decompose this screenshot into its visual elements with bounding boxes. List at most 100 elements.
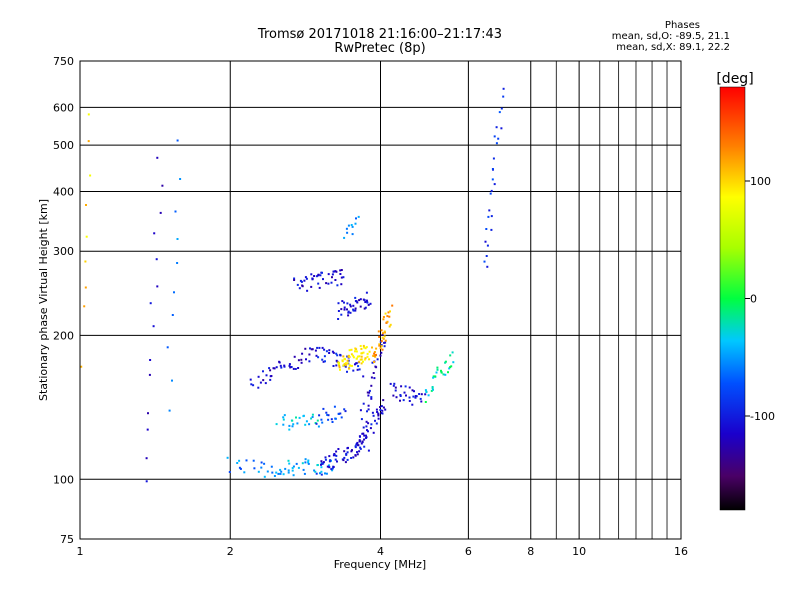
echo-point bbox=[287, 471, 290, 474]
echo-point bbox=[363, 434, 366, 437]
echo-point bbox=[325, 411, 328, 414]
echo-point bbox=[361, 352, 364, 355]
echo-point bbox=[440, 369, 442, 372]
echo-point bbox=[316, 464, 319, 467]
echo-point bbox=[317, 356, 320, 359]
echo-point bbox=[344, 365, 347, 368]
echo-point bbox=[323, 348, 326, 351]
echo-point bbox=[425, 390, 428, 393]
echo-point bbox=[320, 470, 323, 473]
echo-point bbox=[495, 126, 498, 129]
echo-point bbox=[366, 355, 369, 358]
echo-point bbox=[342, 355, 345, 358]
echo-point bbox=[370, 376, 373, 379]
echo-point bbox=[317, 273, 320, 276]
echo-point bbox=[360, 355, 363, 358]
echo-point bbox=[294, 368, 297, 370]
echo-point bbox=[382, 318, 385, 321]
echo-point bbox=[293, 277, 296, 280]
echo-point bbox=[380, 329, 383, 332]
x-tick-label: 8 bbox=[527, 545, 534, 558]
echo-point bbox=[257, 470, 260, 473]
echo-point bbox=[354, 222, 357, 225]
echo-point bbox=[383, 330, 386, 333]
echo-point bbox=[238, 459, 241, 462]
echo-point bbox=[315, 472, 318, 475]
echo-point bbox=[431, 386, 434, 388]
echo-point bbox=[278, 360, 281, 363]
echo-point bbox=[159, 211, 162, 214]
echo-point bbox=[311, 348, 314, 351]
echo-point bbox=[483, 260, 486, 263]
echo-point bbox=[307, 462, 310, 465]
y-tick-label: 750 bbox=[53, 55, 74, 68]
echo-point bbox=[277, 472, 280, 475]
echo-point bbox=[293, 355, 296, 358]
echo-point bbox=[381, 409, 384, 412]
echo-point bbox=[381, 412, 384, 415]
echo-point bbox=[357, 215, 360, 218]
echo-point bbox=[485, 228, 488, 230]
echo-point bbox=[335, 352, 338, 355]
echo-point bbox=[435, 371, 438, 374]
echo-point bbox=[434, 375, 437, 378]
echo-point bbox=[338, 366, 341, 369]
echo-point bbox=[424, 393, 427, 396]
echo-point bbox=[399, 394, 402, 396]
echo-point bbox=[360, 418, 363, 421]
echo-point bbox=[351, 225, 354, 228]
echo-point bbox=[375, 347, 378, 350]
echo-point bbox=[298, 287, 301, 290]
echo-point bbox=[490, 228, 493, 231]
echo-point bbox=[327, 418, 330, 421]
echo-point bbox=[334, 279, 337, 281]
echo-point bbox=[304, 461, 307, 464]
echo-point bbox=[424, 389, 427, 392]
y-tick-label: 200 bbox=[53, 329, 74, 342]
echo-point bbox=[335, 359, 338, 362]
echo-point bbox=[346, 308, 348, 311]
echo-point bbox=[337, 448, 340, 450]
colorbar-tick-label: 100 bbox=[750, 175, 771, 188]
echo-point bbox=[362, 360, 364, 363]
echo-point bbox=[368, 358, 371, 361]
echo-point bbox=[174, 210, 177, 213]
echo-point bbox=[415, 395, 418, 398]
echo-point bbox=[378, 343, 381, 346]
echo-point bbox=[320, 463, 322, 466]
echo-point bbox=[366, 410, 368, 413]
echo-point bbox=[273, 367, 276, 370]
echo-point bbox=[392, 384, 395, 387]
echo-point bbox=[493, 183, 496, 186]
echo-point bbox=[343, 450, 346, 453]
echo-point bbox=[273, 475, 276, 477]
echo-point bbox=[291, 419, 294, 422]
echo-point bbox=[260, 466, 263, 469]
echo-point bbox=[153, 232, 156, 235]
echo-point bbox=[356, 355, 359, 358]
echo-point bbox=[340, 276, 343, 279]
echo-point bbox=[424, 401, 427, 403]
echo-point bbox=[449, 366, 452, 369]
echo-point bbox=[299, 279, 302, 282]
echo-point bbox=[350, 224, 353, 226]
echo-point bbox=[382, 406, 385, 409]
echo-point bbox=[377, 417, 380, 420]
echo-point bbox=[395, 396, 398, 399]
echo-point bbox=[354, 350, 356, 353]
echo-point bbox=[176, 139, 179, 142]
echo-point bbox=[292, 465, 295, 468]
echo-point bbox=[320, 473, 323, 476]
echo-point bbox=[149, 359, 152, 361]
echo-point bbox=[363, 299, 366, 302]
echo-point bbox=[324, 472, 326, 475]
echo-point bbox=[370, 423, 373, 426]
echo-point bbox=[331, 421, 334, 423]
echo-point bbox=[346, 231, 349, 234]
echo-point bbox=[354, 307, 357, 310]
echo-point bbox=[310, 285, 313, 288]
echo-point bbox=[346, 302, 349, 305]
echo-point bbox=[275, 423, 278, 426]
echo-point bbox=[368, 391, 371, 394]
echo-point bbox=[282, 416, 285, 419]
